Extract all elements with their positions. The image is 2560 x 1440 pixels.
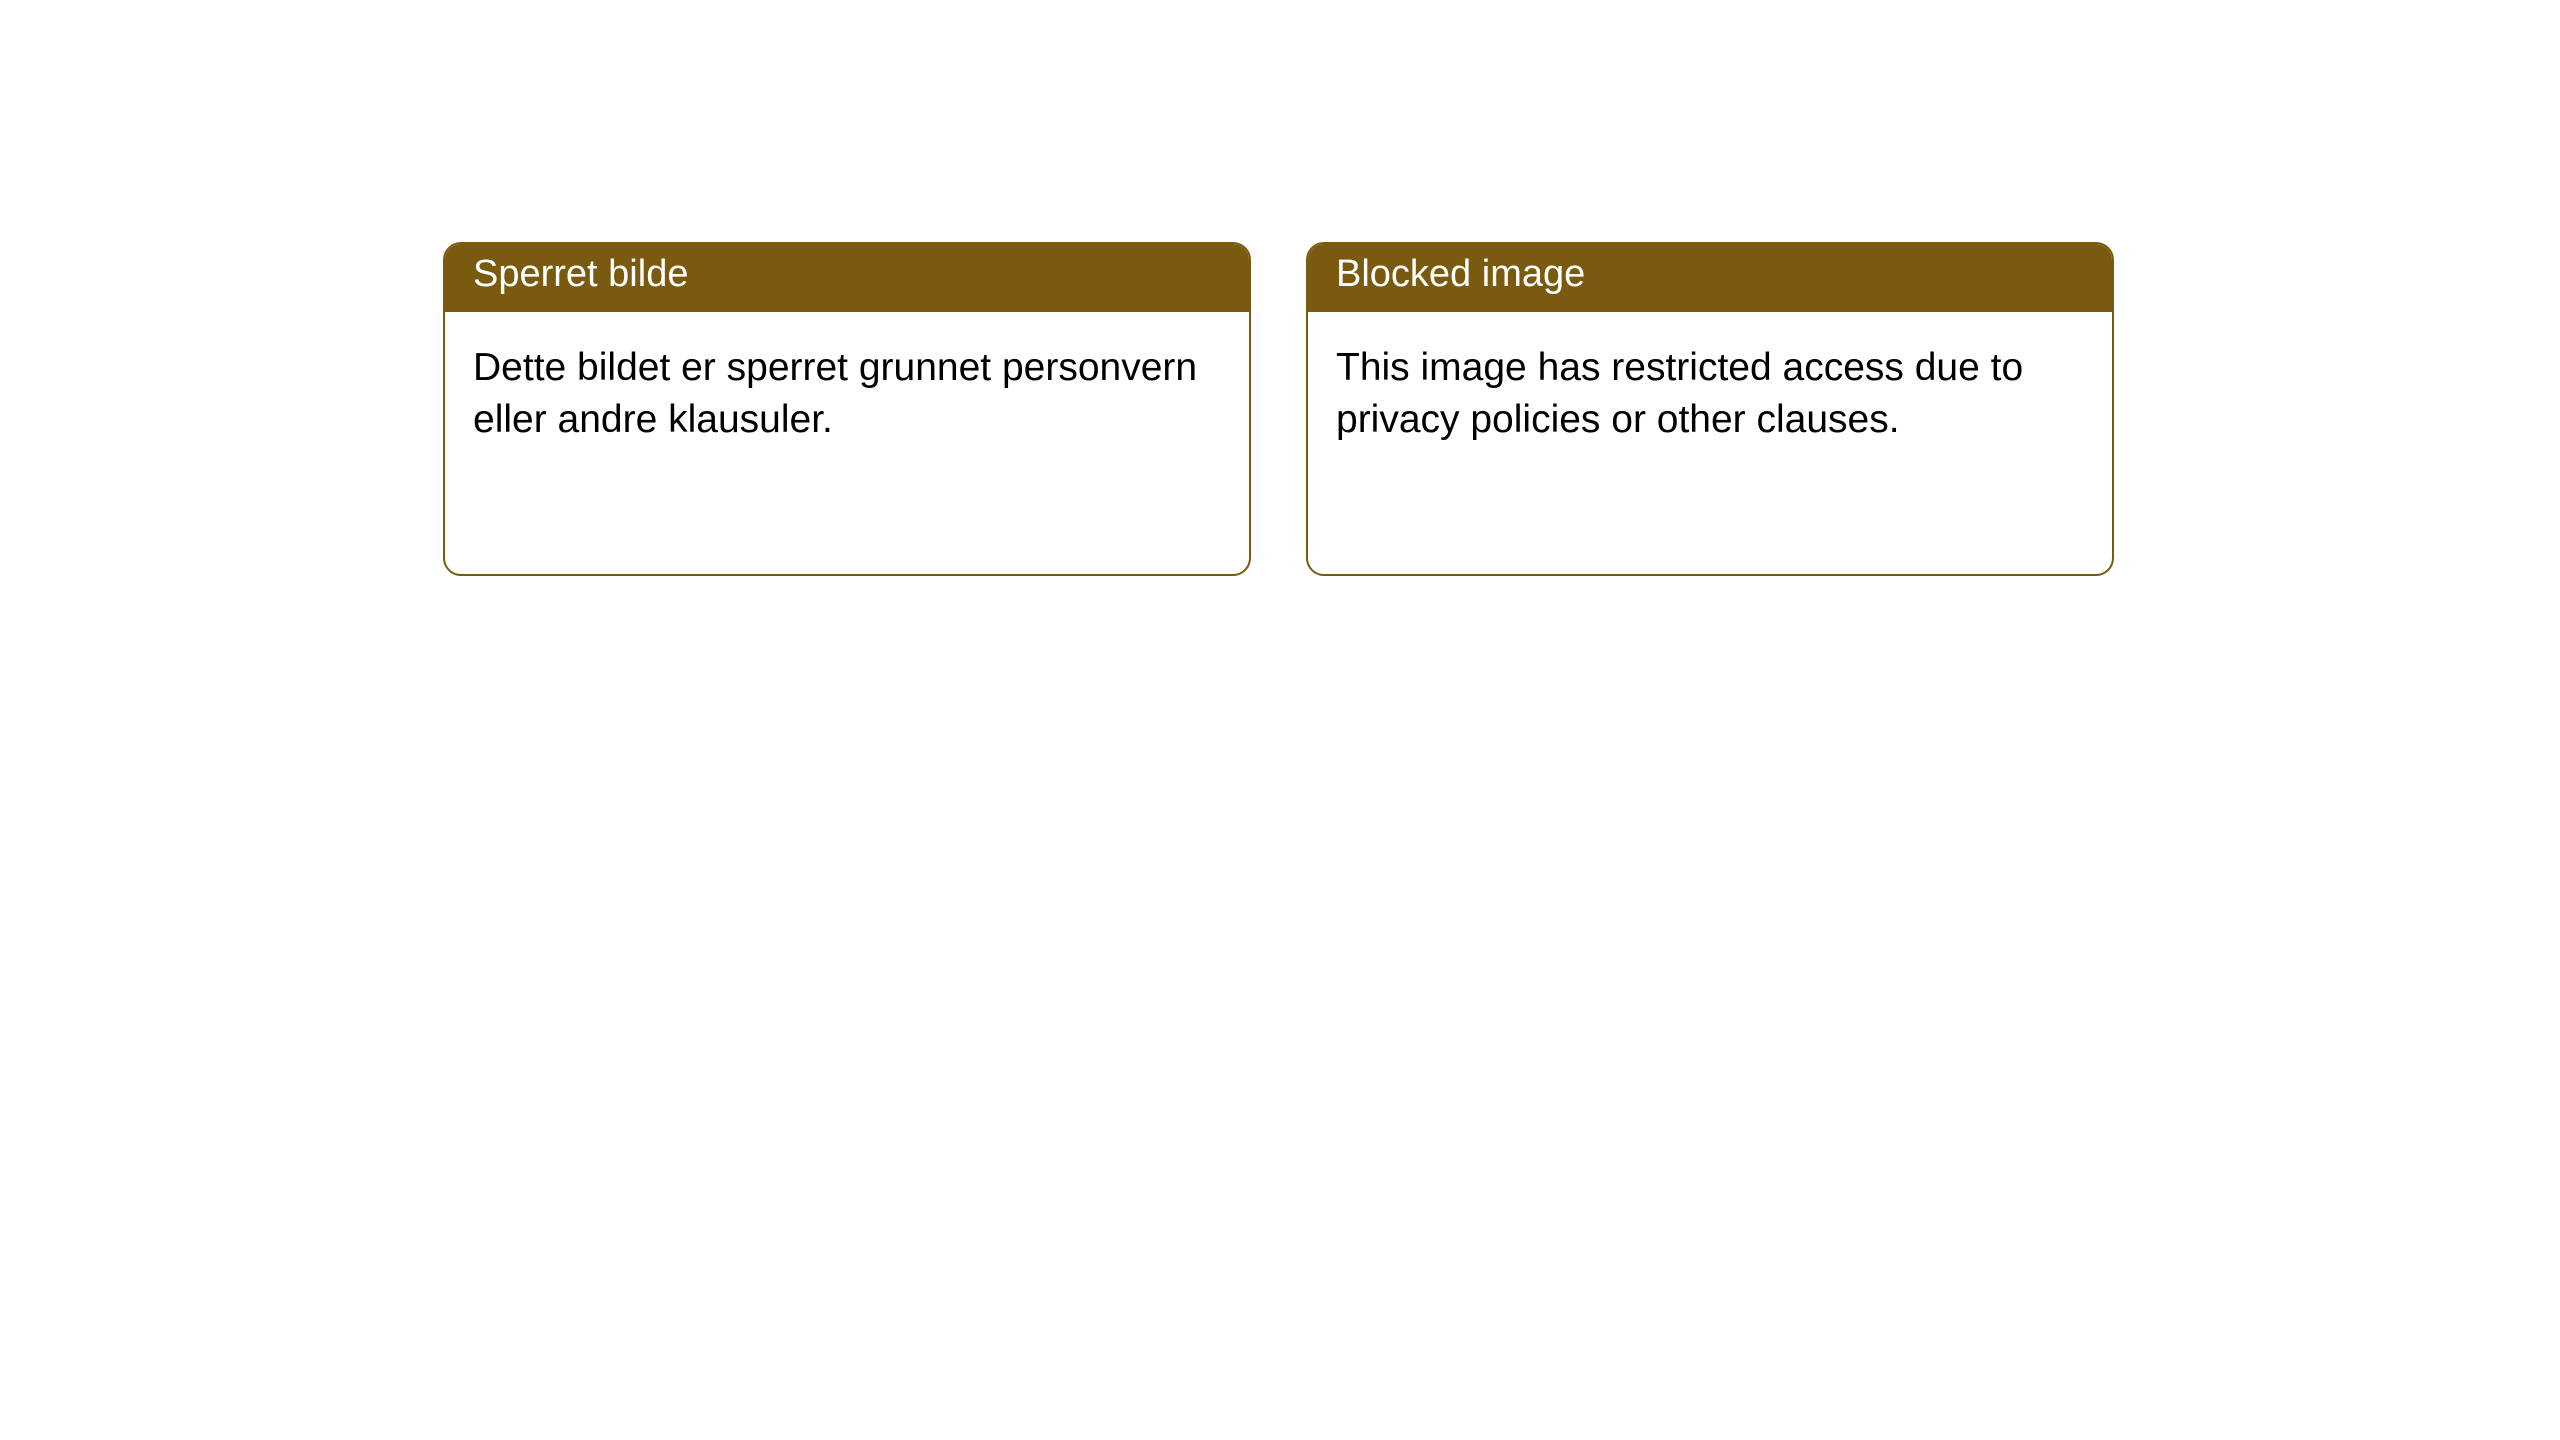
notice-body: Dette bildet er sperret grunnet personve… (445, 312, 1249, 477)
notice-card-norwegian: Sperret bilde Dette bildet er sperret gr… (443, 242, 1251, 576)
notice-header: Sperret bilde (445, 244, 1249, 312)
notice-card-english: Blocked image This image has restricted … (1306, 242, 2114, 576)
notice-body: This image has restricted access due to … (1308, 312, 2112, 477)
notice-container: Sperret bilde Dette bildet er sperret gr… (0, 0, 2560, 576)
notice-header: Blocked image (1308, 244, 2112, 312)
